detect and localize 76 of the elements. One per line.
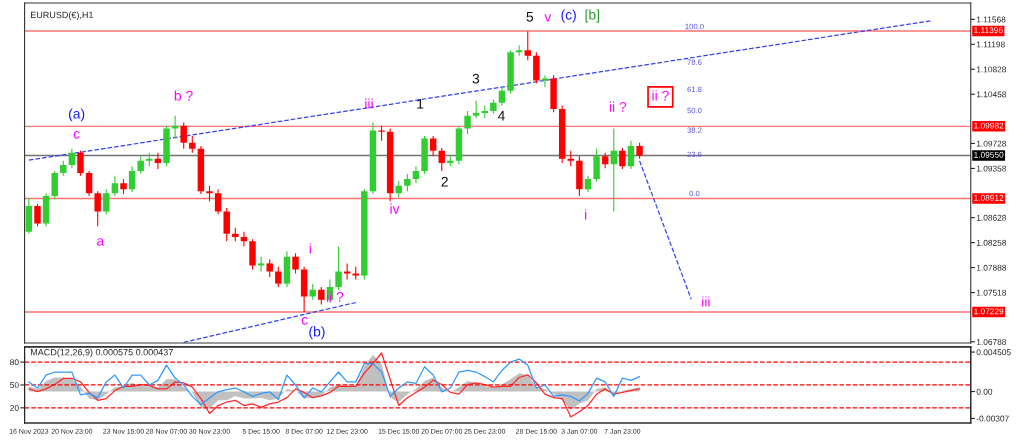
candlestick <box>335 245 342 291</box>
y-tick-label: 1.08258 <box>976 239 1007 246</box>
ref-line-label: 1.09550 <box>974 151 1004 158</box>
candlestick <box>593 148 600 183</box>
y2-tick-label: 80 <box>10 359 19 366</box>
annotation: (a) <box>68 108 85 122</box>
candlestick <box>627 140 635 170</box>
y-tick-label: 1.09728 <box>976 140 1007 147</box>
candlestick <box>524 30 531 61</box>
y2-tick-label: 20 <box>10 405 19 411</box>
y-tick-label: 1.07518 <box>976 289 1007 296</box>
annotation: b ? <box>174 90 193 101</box>
annotation: iii <box>702 296 710 307</box>
candlestick <box>128 165 136 193</box>
annotation: a <box>97 238 105 246</box>
y-tick-label: -0.00307 <box>976 415 1009 422</box>
candlestick <box>154 152 162 170</box>
ref-line-label: 1.11396 <box>974 27 1003 34</box>
y-tick-label: 1.10828 <box>976 66 1007 73</box>
chart-title: MACD(12,26,9) 0.000575 0.000437 <box>30 348 173 358</box>
annotation: [b] <box>585 9 600 23</box>
candlestick <box>94 190 101 227</box>
candlestick <box>464 110 471 135</box>
y-tick-label: 1.11198 <box>976 41 1005 48</box>
candlestick <box>51 170 58 200</box>
annotation: iv <box>390 203 400 214</box>
candlestick <box>68 148 76 169</box>
candlestick <box>610 127 618 213</box>
candlestick <box>214 188 222 215</box>
annotation: ii ? <box>609 101 627 112</box>
y-tick-label: 0.004505 <box>976 349 1011 356</box>
ref-line-label: 1.08912 <box>974 194 1004 201</box>
candlestick <box>412 165 420 184</box>
y-tick-label: 1.09358 <box>976 165 1007 172</box>
annotation: 5 <box>526 12 534 22</box>
candlestick <box>619 147 626 170</box>
candlestick <box>34 203 41 227</box>
annotation: c <box>301 317 308 325</box>
ref-line-label: 1.09982 <box>974 122 1004 129</box>
annotation: i <box>309 243 311 254</box>
ref-line-label: 1.07229 <box>974 308 1004 315</box>
y-tick-label: 1.06788 <box>976 339 1007 345</box>
candlestick <box>240 231 248 248</box>
candlestick <box>343 262 351 281</box>
candlestick <box>77 150 84 177</box>
candlestick <box>498 86 506 107</box>
y-tick-label: 1.08628 <box>976 214 1007 221</box>
annotation: c <box>73 131 80 139</box>
annotation: v <box>544 14 552 22</box>
candlestick <box>223 207 230 242</box>
candlestick <box>180 121 187 150</box>
y2-tick-label: 50 <box>10 382 19 389</box>
y-tick-label: 1.11568 <box>976 16 1006 23</box>
candlestick <box>541 74 549 88</box>
y-tick-label: 1.07888 <box>976 264 1007 271</box>
candlestick <box>103 188 110 215</box>
y-tick-label: 1.10458 <box>976 91 1007 98</box>
annotation: ii ? <box>652 90 669 101</box>
text: EURUSD(€),H1 <box>30 11 94 20</box>
annotation: (b) <box>309 326 325 340</box>
candlestick <box>429 135 437 157</box>
candlestick <box>85 170 93 197</box>
candlestick <box>257 256 265 273</box>
candlestick <box>292 252 299 275</box>
annotation: 3 <box>472 73 480 84</box>
candlestick <box>438 147 445 172</box>
y-tick-label: 0.00 <box>976 388 993 395</box>
annotation: i <box>585 209 587 220</box>
annotation: 1 <box>417 99 424 109</box>
annotation: iii <box>365 98 373 109</box>
candlestick <box>275 266 282 288</box>
annotation: (c) <box>561 9 576 23</box>
annotation: ii ? <box>326 291 344 302</box>
annotation: 4 <box>497 110 505 121</box>
annotation: 2 <box>441 176 448 187</box>
candlestick <box>111 175 119 197</box>
